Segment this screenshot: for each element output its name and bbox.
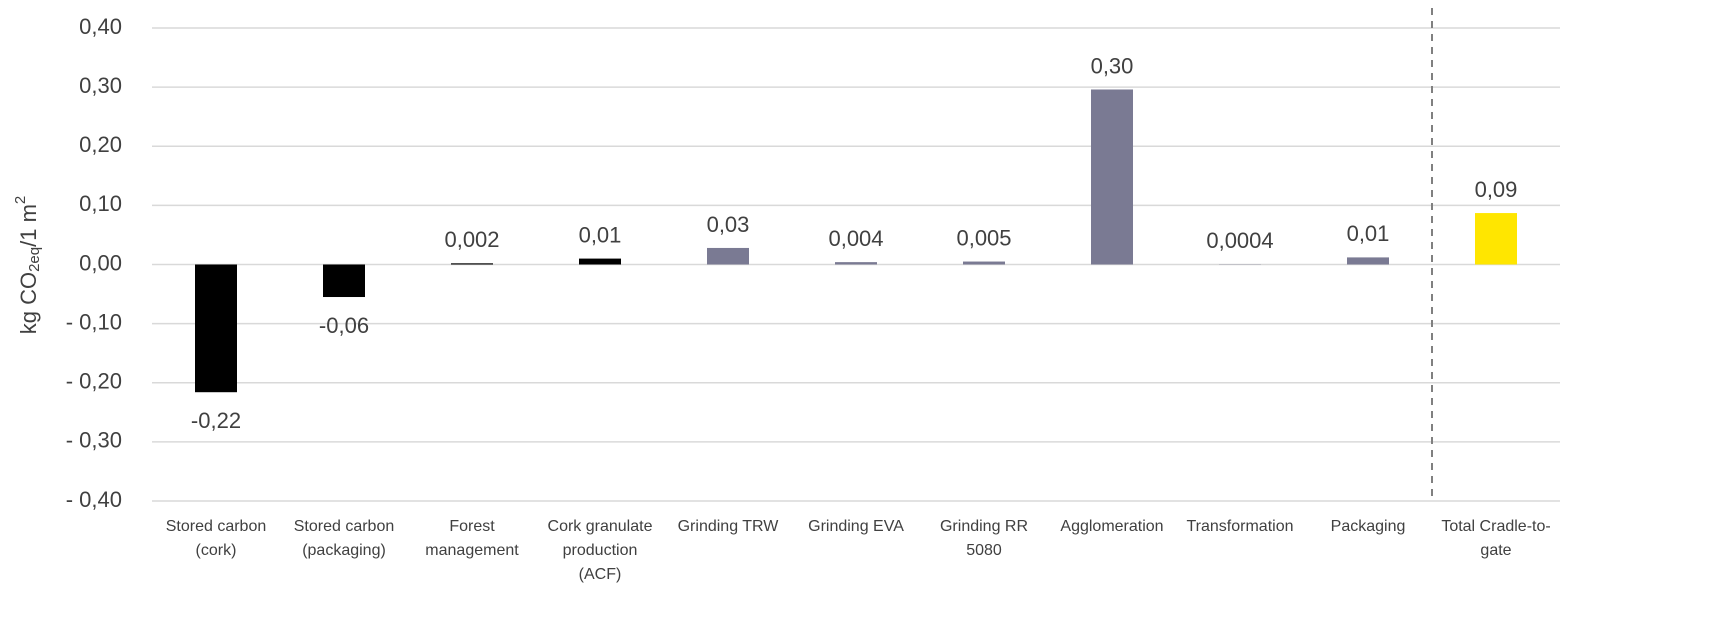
x-tick-label: Total Cradle-to-gate [1441,518,1551,559]
value-label: 0,30 [1091,53,1134,78]
y-tick-label: - 0,20 [66,369,122,394]
y-tick-label: 0,00 [79,250,122,275]
x-tick-label: Cork granulate production (ACF) [547,518,653,583]
y-axis-label-part: kg CO [16,272,41,334]
bar [707,247,749,265]
bar [1347,257,1389,265]
bar [451,263,493,265]
x-tick-label: Forest management [425,518,519,559]
x-tick-label: Stored carbon (cork) [165,518,267,559]
value-label: 0,09 [1475,177,1518,202]
y-tick-label: - 0,10 [66,309,122,334]
value-label: -0,22 [191,408,241,433]
bar [963,261,1005,265]
value-label: -0,06 [319,313,369,338]
bar [195,264,237,393]
bar [579,258,621,265]
x-tick-label: Transformation [1186,518,1294,535]
x-tick-label: Agglomeration [1060,518,1164,535]
value-label: 0,01 [579,222,622,247]
y-axis-label-part: 2eq [26,247,43,272]
y-tick-label: 0,20 [79,132,122,157]
x-tick-label: Stored carbon (packaging) [293,518,395,559]
y-tick-label: 0,10 [79,191,122,216]
y-tick-label: - 0,40 [66,487,122,512]
bar [835,262,877,265]
value-label: 0,005 [956,225,1011,250]
value-label: 0,0004 [1206,228,1273,253]
value-label: 0,002 [444,227,499,252]
y-tick-label: 0,30 [79,73,122,98]
y-tick-label: - 0,30 [66,428,122,453]
x-tick-label: Grinding EVA [808,518,904,535]
value-label: 0,01 [1347,221,1390,246]
x-tick-label: Packaging [1330,518,1406,535]
bar [323,264,365,298]
bar [1475,213,1517,265]
y-tick-label: 0,40 [79,14,122,39]
x-tick-label: Grinding RR 5080 [939,518,1029,559]
value-label: 0,004 [828,226,883,251]
y-axis-label-part: 2 [12,196,29,204]
y-axis-label: kg CO2eq/1 m2 [12,196,43,335]
value-label: 0,03 [707,212,750,237]
y-axis-label-part: /1 m [16,204,41,247]
x-tick-label: Grinding TRW [677,518,779,535]
bar [1091,89,1133,265]
